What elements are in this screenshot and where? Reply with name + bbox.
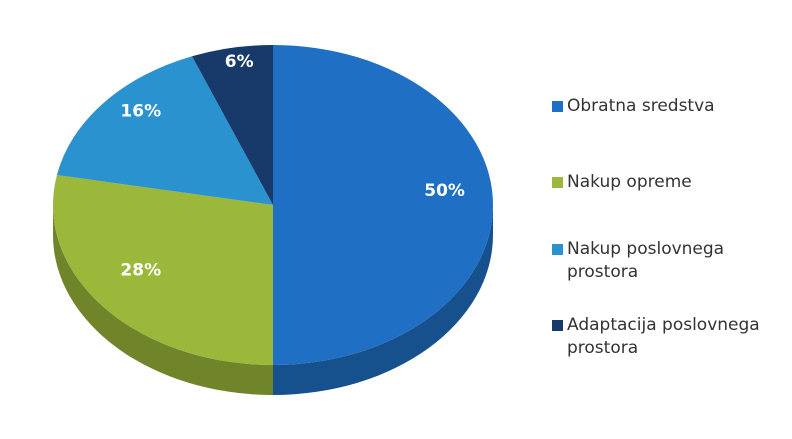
legend-label: Adaptacija poslovnega prostora — [567, 315, 760, 358]
legend-item: Nakup poslovnega prostora — [552, 238, 782, 284]
slice — [56, 56, 273, 205]
slice — [273, 45, 493, 365]
slice — [192, 45, 273, 205]
legend-swatch — [552, 320, 563, 331]
legend-swatch — [552, 244, 563, 255]
legend-item: Adaptacija poslovnega prostora — [552, 314, 782, 360]
legend-item: Nakup opreme — [552, 171, 782, 194]
slice-side — [273, 205, 493, 395]
legend-label: Obratna sredstva — [567, 96, 715, 116]
data-label: 16% — [120, 101, 161, 121]
legend-swatch — [552, 177, 563, 188]
legend-swatch — [552, 101, 563, 112]
slice-side — [53, 205, 273, 395]
legend-label: Nakup poslovnega prostora — [567, 239, 725, 282]
legend-item: Obratna sredstva — [552, 95, 782, 118]
legend-label: Nakup opreme — [567, 172, 692, 192]
data-label: 50% — [424, 181, 465, 201]
slice — [53, 175, 274, 365]
data-label: 6% — [225, 52, 254, 72]
data-label: 28% — [120, 261, 161, 281]
